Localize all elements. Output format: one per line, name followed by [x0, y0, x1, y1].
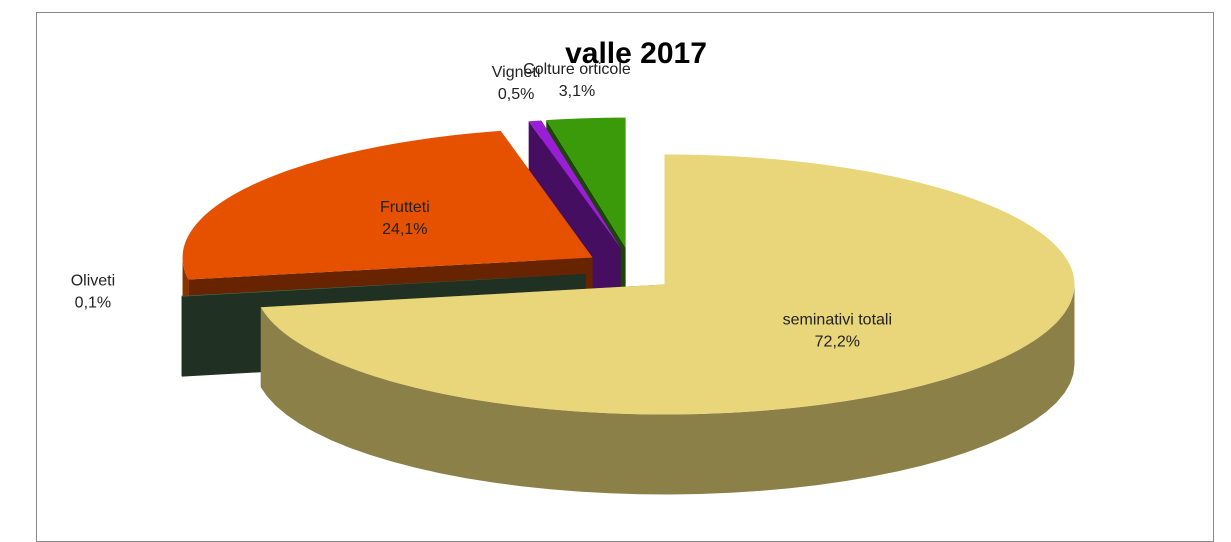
slice-label: Colture orticole — [523, 61, 631, 78]
slice-value-label: 72,2% — [815, 334, 860, 351]
slice-value-label: 0,1% — [75, 294, 111, 311]
slice-label: seminativi totali — [783, 312, 892, 329]
slice-label: Frutteti — [380, 199, 430, 216]
slice-value-label: 0,5% — [498, 86, 534, 103]
slice-value-label: 24,1% — [382, 221, 427, 238]
chart: valle 2017 seminativi totali72,2%Oliveti… — [0, 0, 1231, 531]
slice-label: Oliveti — [71, 272, 115, 289]
slice-value-label: 3,1% — [559, 83, 595, 100]
